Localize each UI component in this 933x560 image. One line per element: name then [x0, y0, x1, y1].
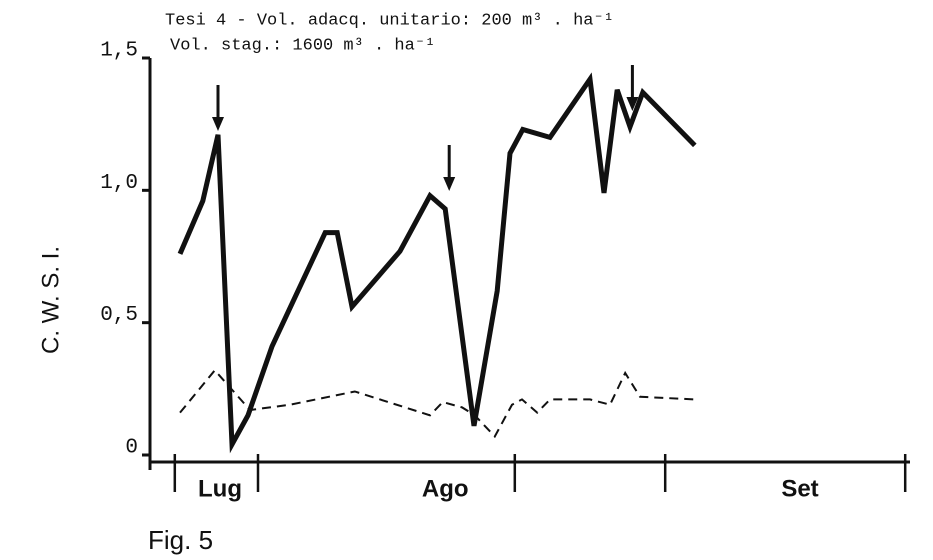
y-axis-label: C. W. S. I. [37, 246, 64, 354]
line-series [177, 72, 697, 454]
y-tick-label: 1,5 [100, 40, 138, 63]
y-tick-label: 1,0 [100, 172, 138, 195]
arrow-head [626, 97, 639, 111]
caption: Fig. 5 [148, 525, 213, 555]
y-tick-label: 0,5 [100, 304, 138, 327]
chart-subtitle: Vol. stag.: 1600 m³ . ha⁻¹ [170, 36, 435, 55]
x-tick-label: Ago [422, 475, 469, 502]
chart-title: Tesi 4 - Vol. adacq. unitario: 200 m³ . … [165, 11, 614, 30]
y-tick-label: 0 [125, 437, 138, 460]
line-series [179, 368, 695, 439]
x-tick-label: Set [781, 475, 818, 502]
arrow-head [212, 117, 224, 131]
x-tick-label: Lug [198, 475, 242, 502]
arrow-head [443, 177, 456, 191]
